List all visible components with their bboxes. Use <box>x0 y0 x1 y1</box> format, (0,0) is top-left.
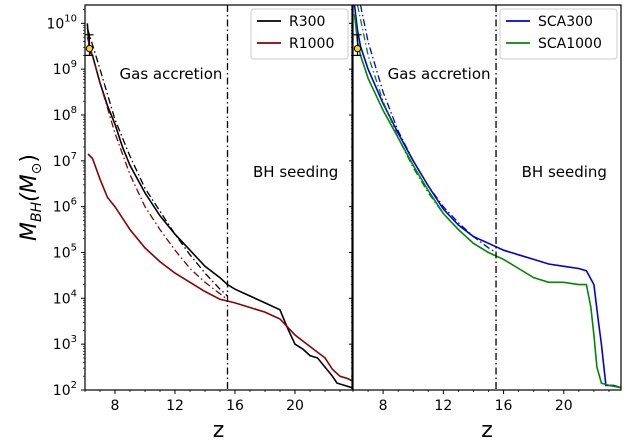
y-tick-label: 1010 <box>46 13 77 32</box>
x-tick-label: 8 <box>111 398 120 414</box>
series-line-r1000 <box>87 153 352 382</box>
x-tick-label: 12 <box>166 398 184 414</box>
annotation-gas-accretion: Gas accretion <box>388 65 491 83</box>
x-tick-label: 20 <box>555 398 573 414</box>
legend-label-sca1000: SCA1000 <box>538 36 602 52</box>
annotation-bh-seeding: BH seeding <box>522 163 607 181</box>
x-axis-label: z <box>481 418 493 442</box>
x-axis-label: z <box>213 418 225 442</box>
x-tick-label: 12 <box>434 398 452 414</box>
observed-quasar-point <box>85 44 94 53</box>
y-tick-label: 106 <box>53 197 77 216</box>
y-tick-label: 107 <box>53 151 77 170</box>
x-tick-label: 20 <box>286 398 304 414</box>
x-tick-label: 16 <box>495 398 513 414</box>
annotation-bh-seeding: BH seeding <box>253 163 338 181</box>
series-fit-line-3 <box>356 5 497 257</box>
legend-label-r300: R300 <box>289 14 325 30</box>
y-tick-label: 103 <box>53 334 77 353</box>
x-tick-label: 8 <box>379 398 388 414</box>
left-panel: 8 12 16 20 102 103 104 105 106 107 108 109 1010 MBH(M… <box>17 4 353 442</box>
x-tick-label: 16 <box>226 398 244 414</box>
y-tick-label: 108 <box>53 105 77 124</box>
series-fit-line-2 <box>86 27 228 297</box>
observed-quasar-point <box>353 44 362 53</box>
axes-frame <box>84 4 353 391</box>
annotation-gas-accretion: Gas accretion <box>120 65 223 83</box>
series-fit-line-3 <box>86 36 228 300</box>
legend-label-r1000: R1000 <box>289 36 334 52</box>
axes-frame <box>352 4 622 391</box>
y-axis-label: MBH(M⊙) <box>17 154 45 241</box>
series-line-sca300 <box>353 5 621 389</box>
y-tick-label: 102 <box>53 380 77 399</box>
legend-label-sca300: SCA300 <box>538 14 593 30</box>
y-tick-label: 105 <box>53 243 77 262</box>
right-panel: 8 12 16 20 z Gas accretion BH seeding SCA300 SCA… <box>349 4 622 442</box>
y-tick-label: 109 <box>53 59 77 78</box>
y-tick-label: 104 <box>53 288 77 307</box>
series-fit-line-2 <box>359 5 497 254</box>
series-line-sca1000 <box>353 14 621 389</box>
